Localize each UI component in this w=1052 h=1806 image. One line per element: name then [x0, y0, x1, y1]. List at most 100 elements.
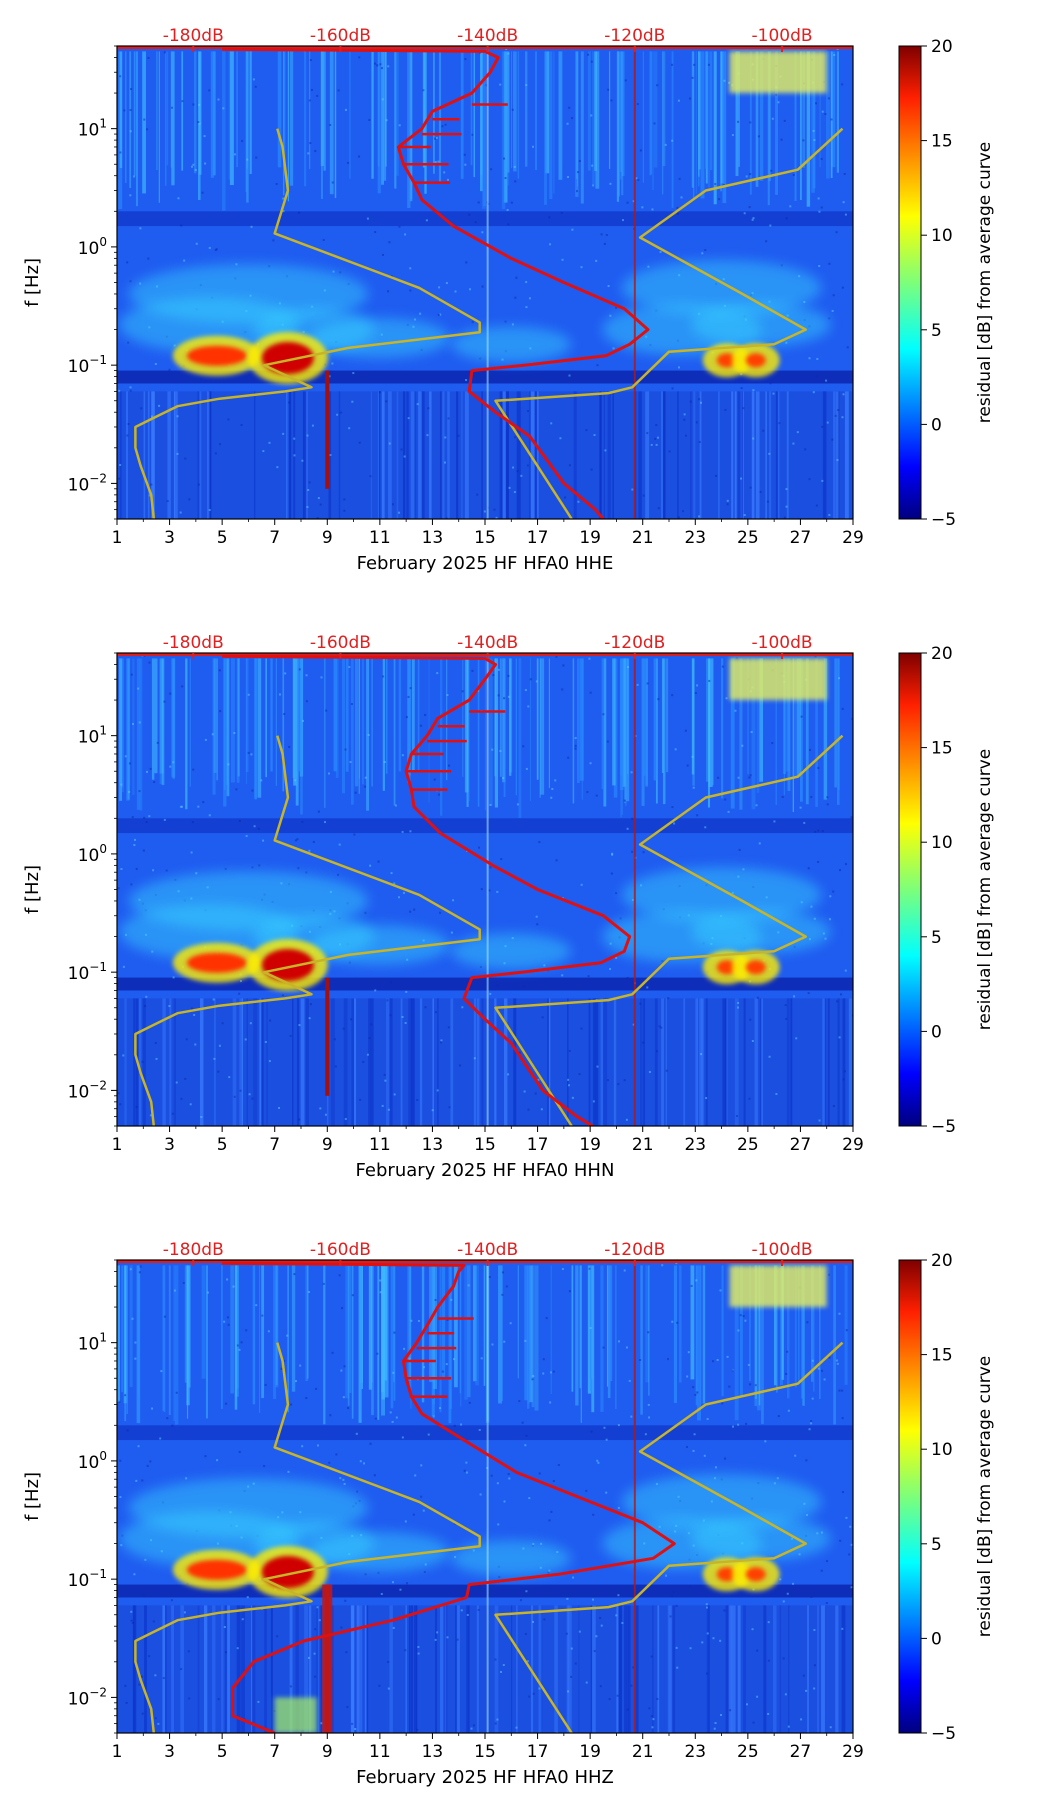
colorbar-label: residual [dB] from average curve: [975, 142, 995, 423]
series-line-psd: [222, 654, 632, 1126]
y-axis-label: f [Hz]: [22, 865, 43, 914]
x-tick-label: 3: [164, 1135, 175, 1155]
x-tick-label: 11: [369, 528, 391, 548]
x-tick-label: 29: [842, 528, 864, 548]
top-db-axis: -180dB -160dB -140dB -120dB -100dB: [163, 633, 813, 659]
db-tick-label: -120dB: [604, 26, 665, 46]
y-tick-label: 100: [78, 1449, 107, 1473]
series-line-noise-model-high: [494, 1341, 844, 1733]
y-axis: 10−2 10−1 100 101 f [Hz]: [22, 652, 117, 1127]
db-tick-label: -140dB: [457, 1240, 518, 1260]
x-tick-label: 7: [269, 1742, 280, 1762]
x-tick-label: 23: [684, 1742, 706, 1762]
x-tick-label: 5: [217, 528, 228, 548]
x-tick-label: 7: [269, 1135, 280, 1155]
x-tick-label: 23: [684, 528, 706, 548]
colorbar: 20 15 10 5 0 −5 residual [dB] from average cur…: [898, 644, 995, 1137]
colorbar-tick-label: 5: [931, 1535, 942, 1555]
x-tick-label: 27: [790, 528, 812, 548]
db-tick-label: -120dB: [604, 1240, 665, 1260]
x-axis-label: February 2025 HF HFA0 HHE: [357, 553, 614, 574]
y-tick-label: 10−2: [68, 471, 107, 495]
colorbar-tick-label: −5: [931, 1724, 956, 1744]
x-tick-label: 19: [579, 1742, 601, 1762]
db-tick-label: -140dB: [457, 26, 518, 46]
x-tick-label: 5: [217, 1135, 228, 1155]
y-tick-label: 100: [78, 842, 107, 866]
x-tick-label: 25: [737, 1135, 759, 1155]
y-axis-label: f [Hz]: [22, 258, 43, 307]
x-tick-label: 21: [632, 1742, 654, 1762]
x-tick-label: 11: [369, 1742, 391, 1762]
db-tick-label: -160dB: [310, 633, 371, 653]
colorbar-tick-label: 15: [931, 1346, 953, 1366]
db-tick-label: -140dB: [457, 633, 518, 653]
colorbar-label: residual [dB] from average curve: [975, 749, 995, 1030]
y-tick-label: 10−2: [68, 1078, 107, 1102]
x-tick-label: 5: [217, 1742, 228, 1762]
x-tick-label: 27: [790, 1742, 812, 1762]
colorbar-tick-label: 10: [931, 226, 953, 246]
colorbar-tick-label: −5: [931, 510, 956, 530]
colorbar-tick-label: 15: [931, 739, 953, 759]
db-tick-label: -100dB: [752, 633, 813, 653]
colorbar-label: residual [dB] from average curve: [975, 1356, 995, 1637]
x-tick-label: 13: [422, 1135, 444, 1155]
db-tick-label: -180dB: [163, 26, 224, 46]
x-tick-label: 1: [112, 1742, 123, 1762]
colorbar: 20 15 10 5 0 −5 residual [dB] from average cur…: [898, 37, 995, 530]
db-tick-label: -180dB: [163, 1240, 224, 1260]
x-axis-label: February 2025 HF HFA0 HHN: [356, 1160, 615, 1181]
colorbar-tick-label: −5: [931, 1117, 956, 1137]
db-tick-label: -160dB: [310, 26, 371, 46]
x-tick-label: 23: [684, 1135, 706, 1155]
x-tick-label: 3: [164, 528, 175, 548]
x-tick-label: 15: [474, 528, 496, 548]
x-tick-label: 15: [474, 1135, 496, 1155]
x-tick-label: 19: [579, 1135, 601, 1155]
colorbar-tick-label: 5: [931, 321, 942, 341]
db-tick-label: -180dB: [163, 633, 224, 653]
x-tick-label: 1: [112, 528, 123, 548]
series-line-noise-model-high: [494, 734, 844, 1126]
x-tick-label: 1: [112, 1135, 123, 1155]
y-tick-label: 101: [78, 1331, 107, 1355]
x-tick-label: 25: [737, 528, 759, 548]
x-tick-label: 29: [842, 1742, 864, 1762]
colorbar: 20 15 10 5 0 −5 residual [dB] from average cur…: [898, 1251, 995, 1744]
x-tick-label: 27: [790, 1135, 812, 1155]
top-db-axis: -180dB -160dB -140dB -120dB -100dB: [163, 26, 813, 52]
db-tick-label: -100dB: [752, 1240, 813, 1260]
colorbar-gradient: [898, 652, 922, 1127]
spectrogram: [117, 46, 853, 519]
db-tick-label: -100dB: [752, 26, 813, 46]
x-tick-label: 3: [164, 1742, 175, 1762]
x-tick-label: 9: [322, 1742, 333, 1762]
x-tick-label: 25: [737, 1742, 759, 1762]
colorbar-tick-label: 0: [931, 1022, 942, 1042]
y-axis-label: f [Hz]: [22, 1472, 43, 1521]
series-line-noise-model-low: [134, 128, 481, 519]
series-line-psd: [222, 1261, 676, 1733]
x-tick-label: 21: [632, 528, 654, 548]
y-tick-label: 10−2: [68, 1685, 107, 1709]
colorbar-gradient: [898, 45, 922, 520]
colorbar-tick-label: 10: [931, 1440, 953, 1460]
series-line-noise-model-low: [134, 1342, 481, 1733]
x-axis-label: February 2025 HF HFA0 HHZ: [356, 1767, 614, 1788]
x-tick-label: 13: [422, 528, 444, 548]
y-tick-label: 101: [78, 117, 107, 141]
y-axis: 10−2 10−1 100 101 f [Hz]: [22, 45, 117, 520]
colorbar-tick-label: 0: [931, 415, 942, 435]
x-tick-label: 15: [474, 1742, 496, 1762]
x-tick-label: 11: [369, 1135, 391, 1155]
colorbar-tick-label: 20: [931, 644, 953, 664]
colorbar-tick-label: 20: [931, 1251, 953, 1271]
y-tick-label: 10−1: [68, 353, 107, 377]
top-db-axis: -180dB -160dB -140dB -120dB -100dB: [163, 1240, 813, 1266]
